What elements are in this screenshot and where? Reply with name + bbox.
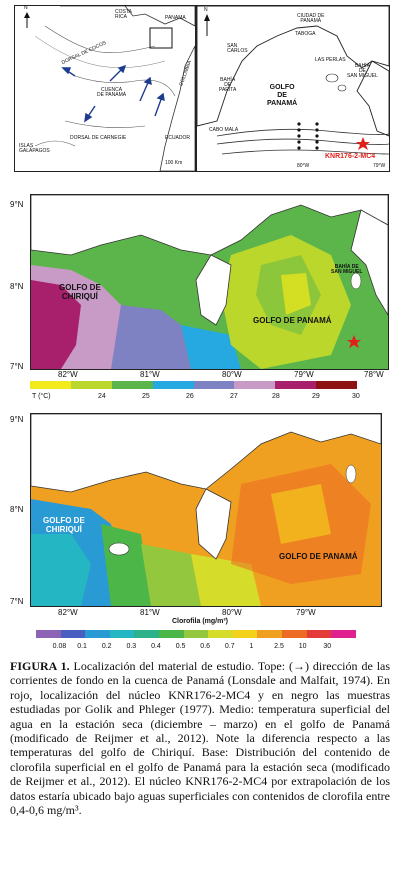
chlorophyll-swatch-8 [232, 630, 258, 638]
mid-bahia-sm-label: BAHÍA DE SAN MIGUEL [331, 264, 363, 275]
chlorophyll-map [31, 414, 381, 606]
temperature-swatch-1 [70, 381, 112, 389]
ecuador-label: ECUADOR [165, 135, 191, 141]
temperature-swatch-4 [193, 381, 235, 389]
bahia-parita-label: BAHÍA DE PARITA [219, 77, 237, 93]
mid-golfo-chiriqui-label: GOLFO DE CHIRIQUÍ [59, 283, 101, 301]
bot-lon-81: 81°W [140, 608, 160, 617]
dorsal-carnegie-label: DORSAL DE CARNEGIE [70, 135, 127, 141]
temp-26: 26 [186, 393, 194, 400]
temperature-swatch-3 [152, 381, 194, 389]
bot-lat-8: 8°N [10, 505, 24, 514]
cuenca-label: CUENCA DE PANAMÁ [97, 87, 127, 98]
chlorophyll-swatch-10 [282, 630, 307, 638]
mid-lon-78: 78°W [364, 370, 384, 379]
bot-lon-79: 79°W [296, 608, 316, 617]
gulf-map [197, 6, 389, 155]
temperature-swatch-5 [234, 381, 276, 389]
ciudad-label: CIUDAD DE PANAMÁ [297, 13, 325, 24]
bot-lon-82: 82°W [58, 608, 78, 617]
chlorophyll-swatch-9 [257, 630, 283, 638]
mid-lat-7: 7°N [10, 362, 24, 371]
chlorophyll-tick-10: 10 [298, 643, 307, 650]
costa-rica-label: COSTA RICA [115, 9, 132, 20]
mid-lat-8: 8°N [10, 282, 24, 291]
golfo-panama-label-top: GOLFO DE PANAMÁ [267, 84, 298, 107]
regional-map-panel: N COSTA RICA PANAMA CUENCA DE PANAMÁ DOR… [14, 5, 196, 172]
gulf-map-panel: N CIUDAD DE PANAMÁ TABOGA SAN CARLOS LAS… [196, 5, 390, 172]
chlorophyll-tick-3: 0.3 [126, 643, 137, 650]
bot-golfo-chiriqui-label: GOLFO DE CHIRIQUÍ [43, 516, 85, 534]
temperature-map [31, 195, 388, 369]
bot-lat-9: 9°N [10, 415, 24, 424]
chlorophyll-colorbar [36, 630, 356, 638]
temp-24: 24 [98, 393, 106, 400]
temperature-map-panel: GOLFO DE CHIRIQUÍ GOLFO DE PANAMÁ BAHÍA … [30, 194, 389, 370]
panama-label: PANAMA [165, 15, 186, 21]
galapagos-label: ISLAS GALÁPAGOS [19, 143, 50, 154]
san-carlos-label: SAN CARLOS [227, 43, 248, 54]
temp-29: 29 [312, 393, 320, 400]
temperature-swatch-2 [111, 381, 153, 389]
temp-25: 25 [142, 393, 150, 400]
mid-lon-81: 81°W [140, 370, 160, 379]
mid-golfo-panama-label: GOLFO DE PANAMÁ [253, 316, 332, 325]
lon-80-label: 80°W [297, 163, 310, 169]
chlorophyll-swatch-5 [159, 630, 184, 638]
chlorophyll-tick-1: 0.1 [77, 643, 87, 650]
lon-79-label: 79°W [373, 163, 386, 169]
mid-lat-9: 9°N [10, 200, 24, 209]
temperature-swatch-6 [275, 381, 317, 389]
temperature-swatch-0 [30, 381, 71, 389]
bahia-sm-label: BAHÍA DE SAN MIGUEL [347, 63, 378, 79]
chlorophyll-swatch-3 [109, 630, 135, 638]
mid-lon-80: 80°W [222, 370, 242, 379]
temp-28: 28 [272, 393, 280, 400]
caption-label: FIGURA 1. [10, 659, 70, 673]
scale-label: 100 Km [165, 160, 183, 166]
temperature-legend-title: T (°C) [32, 393, 51, 400]
temperature-colorbar [30, 381, 357, 389]
chlorophyll-tick-8: 1 [249, 643, 254, 650]
bot-golfo-panama-label: GOLFO DE PANAMÁ [279, 552, 358, 561]
chlorophyll-swatch-2 [85, 630, 110, 638]
las-perlas-label: LAS PERLAS [315, 57, 346, 63]
taboga-label: TABOGA [295, 31, 316, 37]
chlorophyll-tick-6: 0.6 [200, 643, 211, 650]
caption-text: Localización del material de estudio. To… [10, 659, 391, 818]
chlorophyll-swatch-1 [60, 630, 86, 638]
north-label: N [24, 5, 28, 11]
bot-lon-80: 80°W [222, 608, 242, 617]
chlorophyll-tick-4: 0.4 [151, 643, 161, 650]
chlorophyll-tick-7: 0.7 [224, 643, 235, 650]
chlorophyll-swatch-6 [183, 630, 209, 638]
temp-27: 27 [230, 393, 238, 400]
chlorophyll-swatch-11 [306, 630, 332, 638]
bot-lat-7: 7°N [10, 597, 24, 606]
cabo-mala-label: CABO MALA [209, 127, 239, 133]
core-label: KNR176-2-MC4 [325, 153, 376, 160]
chlorophyll-tick-5: 0.5 [175, 643, 186, 650]
chlorophyll-legend-title: Clorofila (mg/m³) [172, 618, 228, 625]
chlorophyll-swatch-0 [36, 630, 61, 638]
chlorophyll-swatch-7 [208, 630, 233, 638]
chlorophyll-swatch-12 [331, 630, 356, 638]
chlorophyll-tick-11: 30 [323, 643, 332, 650]
north-label-right: N [204, 7, 208, 13]
chlorophyll-map-panel: GOLFO DE CHIRIQUÍ GOLFO DE PANAMÁ [30, 413, 382, 607]
chlorophyll-swatch-4 [134, 630, 160, 638]
figure-caption: FIGURA 1. Localización del material de e… [10, 659, 390, 817]
temperature-swatch-7 [316, 381, 357, 389]
regional-map [24, 6, 195, 171]
temp-30: 30 [352, 393, 360, 400]
chlorophyll-tick-2: 0.2 [101, 643, 112, 650]
chlorophyll-tick-0: 0.08 [52, 643, 67, 650]
mid-lon-79: 79°W [294, 370, 314, 379]
chlorophyll-tick-9: 2.5 [274, 643, 284, 650]
mid-lon-82: 82°W [58, 370, 78, 379]
